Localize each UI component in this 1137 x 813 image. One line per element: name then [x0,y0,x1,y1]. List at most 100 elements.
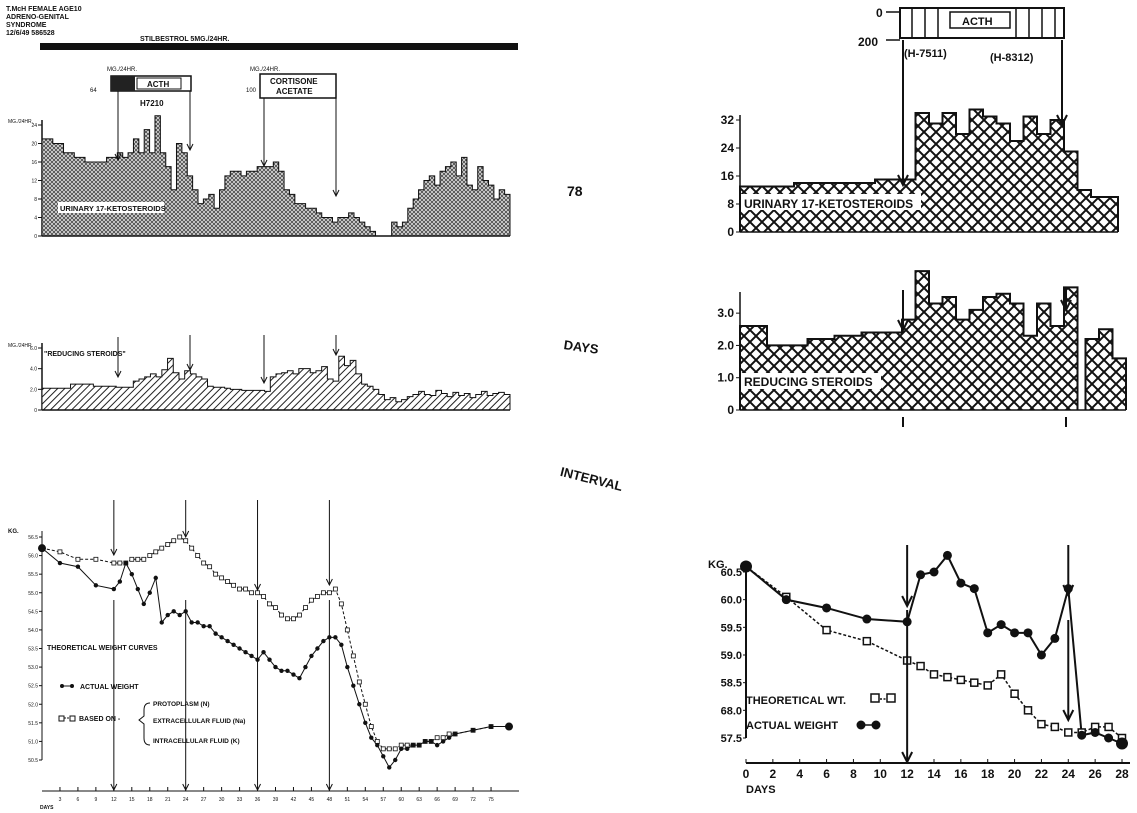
center-days: DAYS [563,337,600,357]
bar [246,171,253,236]
arrow-head [901,751,914,765]
y-tick-label: 2.0 [30,387,37,393]
bar [929,123,943,232]
bar [230,171,237,236]
y-tick-label: 32 [721,113,735,127]
x-tick-label: 48 [327,797,333,803]
actual-point [434,742,440,748]
bar [230,389,237,410]
bar [133,138,140,236]
x-tick-label: 27 [201,797,207,803]
arrow-head [182,783,190,792]
left-acth-dose: 64 [90,88,97,94]
y-tick-label: 4.0 [30,367,37,373]
bar [1050,120,1065,232]
actual-point [411,742,416,748]
bar [499,189,506,236]
actual-point [285,668,290,673]
y-tick-label: 8 [727,197,734,211]
arrow-head [260,376,268,385]
theoretical-point [1010,689,1019,698]
actual-point [996,620,1006,630]
bar [355,373,363,410]
bar [397,226,403,236]
actual-point [159,620,164,625]
bar [1104,197,1119,232]
theoretical-point [255,590,260,596]
case-header: T.McH FEMALE AGE10 ADRENO-GENITAL SYNDRO… [6,6,82,37]
y-tick-label: 0 [727,225,734,239]
stilbestrol-band [40,43,518,50]
x-tick-label: 24 [1062,767,1076,781]
bar [235,171,242,236]
bar [219,189,226,236]
bar [915,113,930,232]
actual-point [488,724,494,729]
bar [52,143,59,236]
label-bg [741,373,881,389]
bar [74,157,81,236]
actual-point [237,646,242,651]
x-tick-label: 24 [183,797,189,803]
left-keto-label: URINARY 17-KETOSTEROIDS [60,204,166,213]
bar [391,222,398,236]
actual-point [93,583,99,588]
x-tick-label: 18 [147,797,153,803]
bar [154,115,161,236]
actual-point [243,650,248,655]
bar [456,175,462,236]
actual-point [1090,727,1100,737]
y-tick-label: 60.0 [721,595,742,607]
left-theoretical-legend-marker [58,715,65,722]
bar [93,386,100,410]
right-actual-legend: ACTUAL WEIGHT [746,720,838,732]
actual-point [249,653,254,659]
theoretical-point [285,616,290,622]
bar [236,389,243,410]
bar-outline [739,270,1127,410]
bar [441,393,448,410]
x-tick-label: 14 [927,767,941,781]
theoretical-point [111,560,117,566]
theoretical-point [446,731,452,737]
theoretical-point [279,612,284,618]
bar-outline [739,108,1119,232]
actual-point [405,746,410,752]
y-tick-label: 0 [34,234,37,240]
actual-point [956,578,966,588]
bar [127,387,134,410]
arrow-head [260,159,268,168]
stilbestrol-label: STILBESTROL 5MG./24HR. [140,36,229,43]
arrow-head [254,783,261,792]
bar [203,199,210,236]
right-actual-legend-marker [856,720,866,730]
actual-point [969,584,979,594]
bar [63,152,70,236]
theoretical-point [177,534,183,540]
theoretical-point [326,590,332,596]
bar [270,376,277,410]
bar [53,388,60,410]
arrow-head [901,595,914,609]
y-tick-label: 58.5 [721,678,742,690]
x-tick-label: 51 [345,797,351,803]
theoretical-point [392,746,398,752]
x-tick-label: 28 [1115,767,1129,781]
bar-outline [41,115,511,237]
right-acth-box: 0 200 ACTH (H-7511) (H-8312) [858,6,1065,64]
x-tick-label: 26 [1088,767,1102,781]
bar [99,386,106,410]
actual-point [279,668,284,673]
actual-point [422,739,428,744]
bar [875,332,889,410]
theoretical-point [440,735,446,741]
bar [289,194,296,236]
bar [207,386,214,410]
x-tick-label: 12 [111,797,117,803]
y-tick-label: 24 [31,123,37,129]
bar [348,212,355,236]
actual-point [267,657,272,662]
bar [133,381,140,410]
bar [373,389,380,410]
